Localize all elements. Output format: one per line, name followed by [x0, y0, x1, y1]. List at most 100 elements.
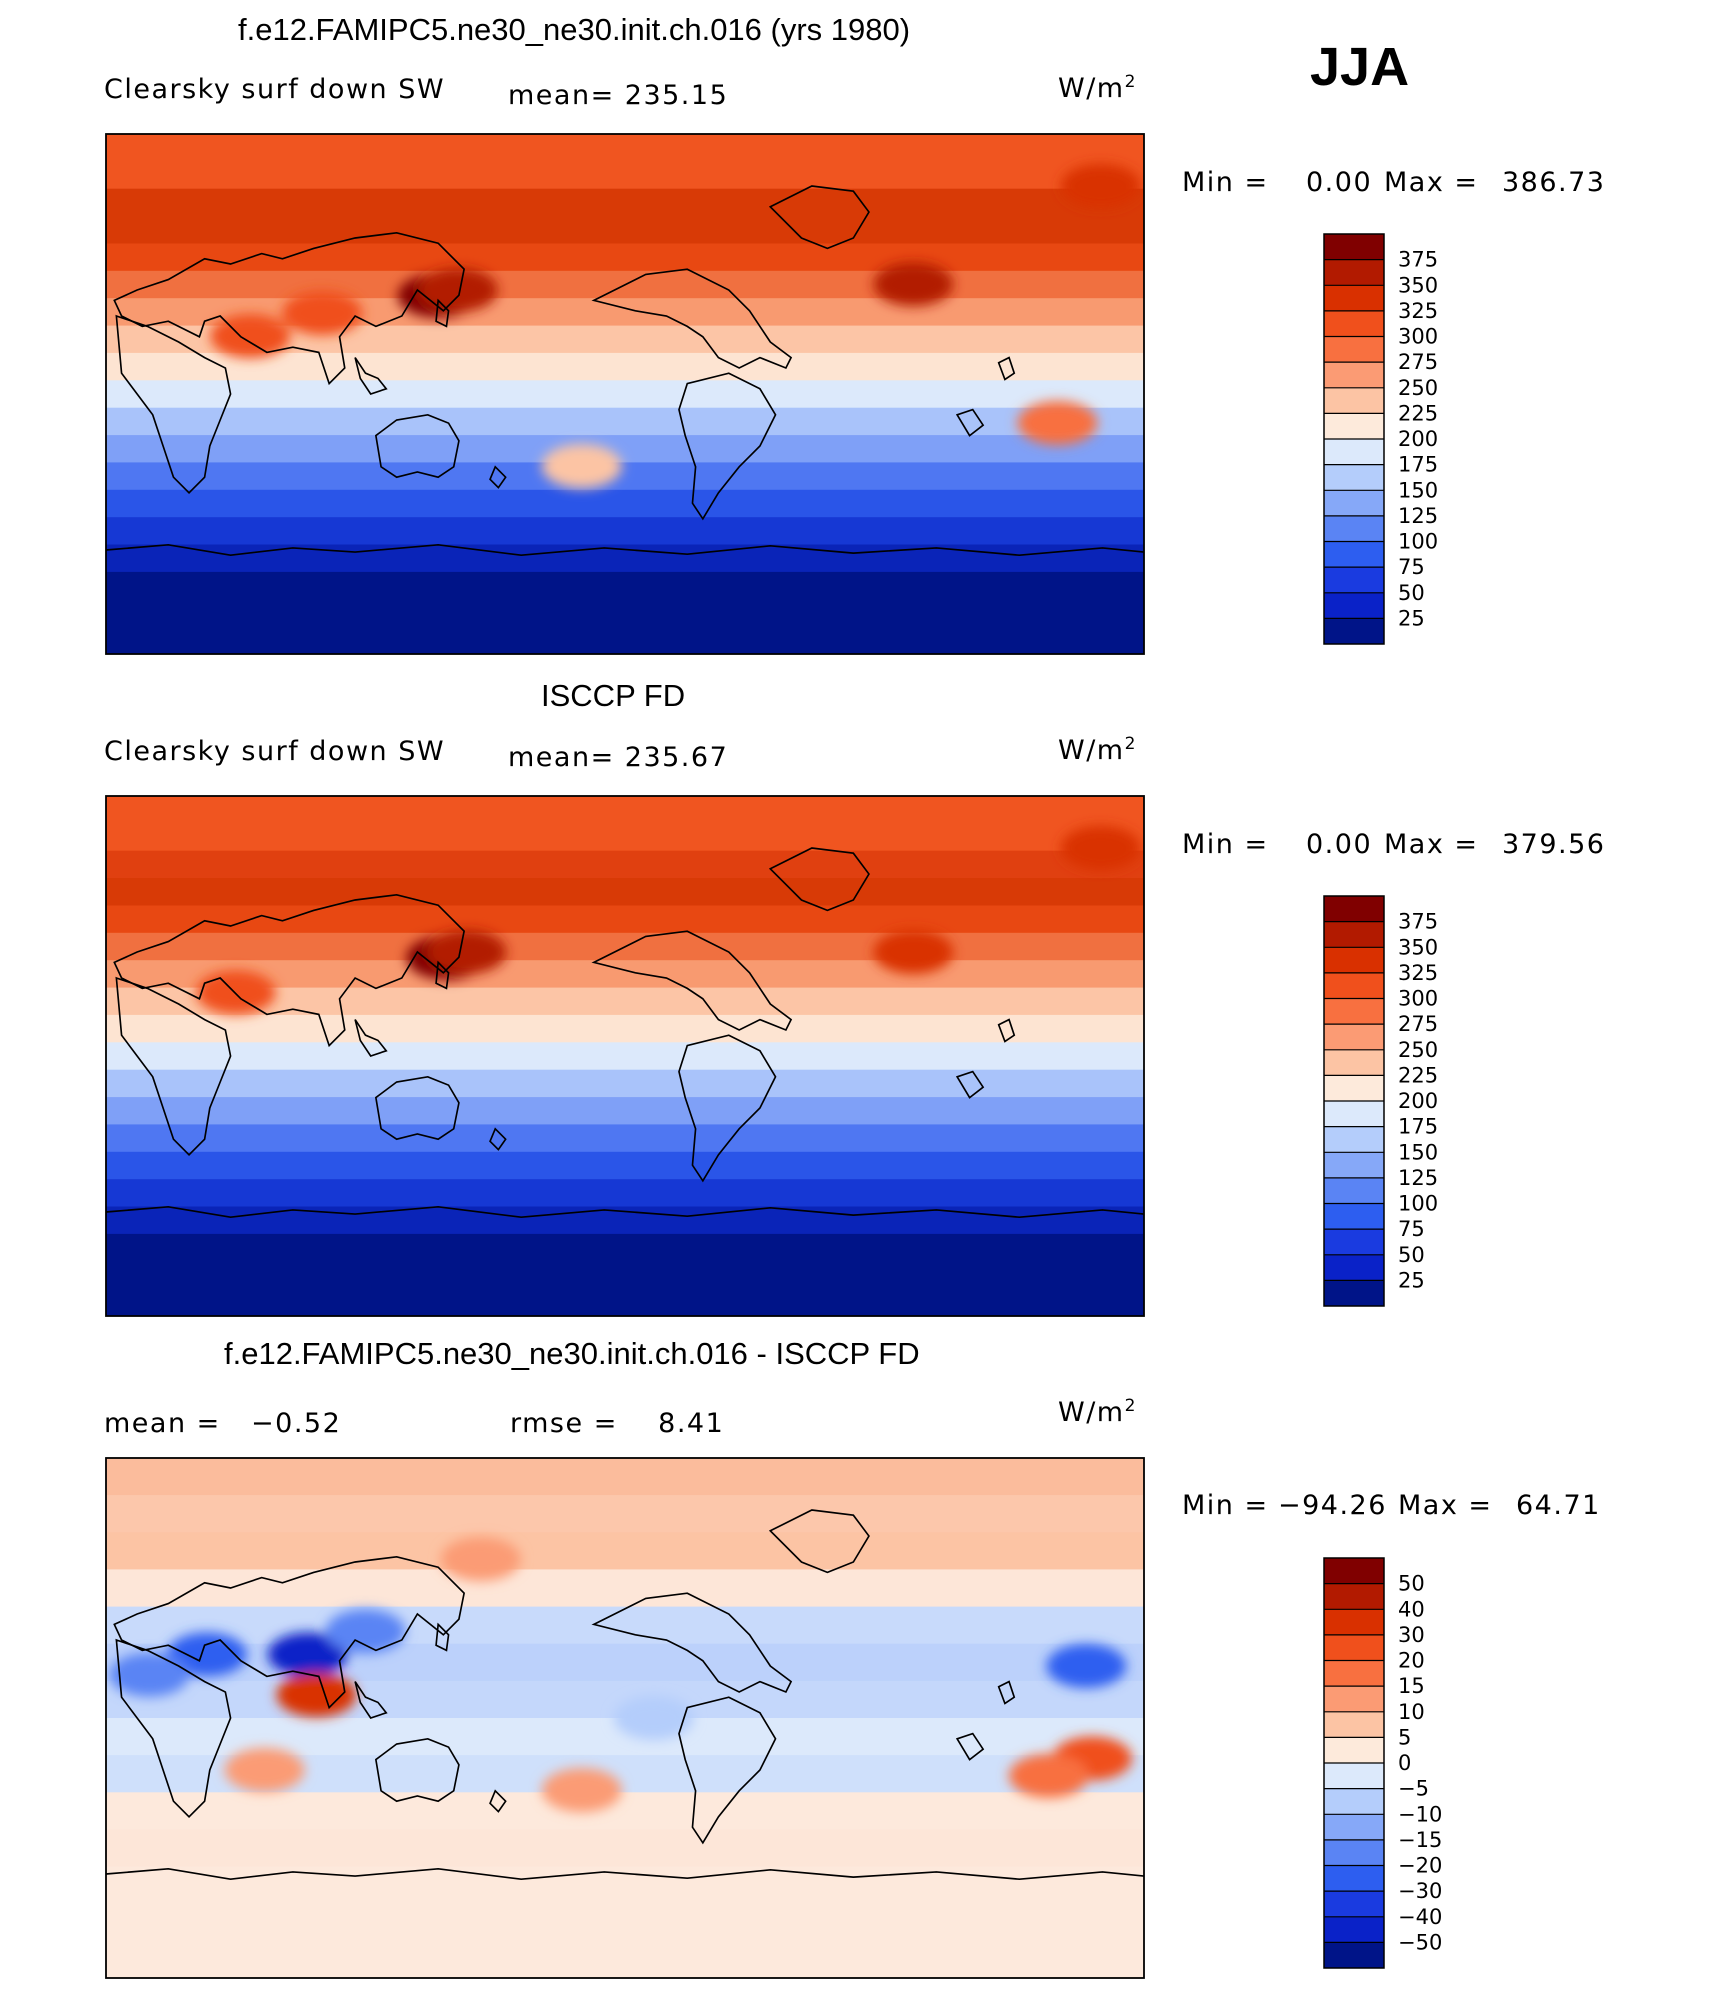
regional-patch [440, 1537, 521, 1582]
latitude-band [106, 1606, 1144, 1645]
panel-3-title: f.e12.FAMIPC5.ne30_ne30.init.ch.016 - IS… [224, 1336, 920, 1371]
regional-patch [1008, 1753, 1089, 1798]
colorbar-swatch [1324, 1814, 1384, 1841]
colorbar-1: 3753503253002752502252001751501251007550… [1323, 233, 1438, 645]
panel-3-rmse-label: rmse = 8.41 [510, 1408, 725, 1439]
latitude-band [106, 987, 1144, 1016]
regional-patch [166, 1632, 247, 1677]
colorbar-tick-label: 25 [1398, 1268, 1425, 1292]
colorbar-tick-label: 150 [1398, 1140, 1438, 1164]
regional-patch [282, 291, 363, 336]
colorbar-swatch [1324, 896, 1384, 923]
colorbar-swatch [1324, 1865, 1384, 1892]
panel-1-units: W/m2 [1058, 72, 1137, 104]
latitude-band [106, 1233, 1144, 1263]
panel-3-units: W/m2 [1058, 1396, 1137, 1428]
map-panel-2 [106, 796, 1144, 1316]
colorbar-swatch [1324, 515, 1384, 542]
colorbar-swatch [1324, 541, 1384, 568]
colorbar-swatch [1324, 310, 1384, 337]
colorbar-tick-label: 175 [1398, 1115, 1438, 1139]
colorbar-swatch [1324, 1686, 1384, 1713]
colorbar-tick-label: 350 [1398, 273, 1438, 297]
latitude-band [106, 243, 1144, 272]
colorbar-tick-label: 30 [1398, 1623, 1425, 1647]
latitude-band [106, 1569, 1144, 1608]
panel-1-mean-label: mean= 235.15 [508, 80, 729, 111]
latitude-band [106, 1261, 1144, 1290]
regional-patch [276, 1672, 357, 1717]
latitude-band [106, 1179, 1144, 1208]
map-panel-1 [106, 134, 1144, 654]
colorbar-tick-label: 225 [1398, 401, 1438, 425]
map-frame [105, 1457, 1145, 1979]
panel-3-max-value: 64.71 [1516, 1490, 1601, 1521]
colorbar-swatch [1324, 1024, 1384, 1051]
latitude-band [106, 1069, 1144, 1098]
colorbar-swatch [1324, 1229, 1384, 1256]
colorbar-tick-label: 15 [1398, 1674, 1425, 1698]
colorbar-tick-label: 375 [1398, 248, 1438, 272]
colorbar-tick-label: 325 [1398, 961, 1438, 985]
latitude-band [106, 407, 1144, 436]
colorbar-swatch [1324, 1737, 1384, 1764]
colorbar-swatch [1324, 1558, 1384, 1585]
colorbar-swatch [1324, 921, 1384, 948]
latitude-band [106, 571, 1144, 601]
regional-patch [1046, 1644, 1127, 1688]
colorbar-swatch [1324, 1916, 1384, 1943]
colorbar-tick-label: 175 [1398, 453, 1438, 477]
colorbar-swatch [1324, 285, 1384, 312]
colorbar-tick-label: 100 [1398, 530, 1438, 554]
latitude-band [106, 380, 1144, 409]
latitude-band [106, 1532, 1144, 1571]
latitude-band [106, 489, 1144, 518]
colorbar-swatch [1324, 1254, 1384, 1281]
colorbar-tick-label: 50 [1398, 1572, 1425, 1596]
panel-3-min-label: Min = [1182, 1490, 1269, 1521]
panel-2-variable-label: Clearsky surf down SW [104, 736, 446, 767]
regional-patch [1017, 400, 1098, 445]
colorbar-tick-label: −40 [1398, 1905, 1442, 1929]
regional-patch [224, 1748, 305, 1792]
latitude-band [106, 517, 1144, 546]
latitude-band [106, 1288, 1144, 1316]
regional-patch [873, 262, 954, 307]
colorbar-tick-label: 125 [1398, 504, 1438, 528]
colorbar-swatch [1324, 1891, 1384, 1918]
colorbar-2: 3753503253002752502252001751501251007550… [1323, 895, 1438, 1307]
latitude-band [106, 1792, 1144, 1831]
colorbar-tick-label: 20 [1398, 1649, 1425, 1673]
colorbar-swatch [1324, 1609, 1384, 1636]
colorbar-tick-label: −5 [1398, 1777, 1429, 1801]
latitude-band [106, 1643, 1144, 1682]
latitude-band [106, 850, 1144, 879]
panel-2-max-value: 379.56 [1502, 829, 1606, 860]
panel-3-mean-label: mean = −0.52 [104, 1408, 342, 1439]
latitude-band [106, 905, 1144, 934]
latitude-band [106, 435, 1144, 464]
colorbar-tick-label: 75 [1398, 1217, 1425, 1241]
colorbar-swatch [1324, 1075, 1384, 1102]
panel-2-max-label: Max = [1384, 829, 1479, 860]
colorbar-swatch [1324, 1049, 1384, 1076]
colorbar-swatch [1324, 592, 1384, 619]
map-frame [105, 795, 1145, 1317]
map-frame [105, 133, 1145, 655]
panel-3-min-value: −94.26 [1278, 1490, 1387, 1521]
colorbar-tick-label: −20 [1398, 1854, 1442, 1878]
latitude-band [106, 188, 1144, 217]
colorbar-tick-label: 200 [1398, 427, 1438, 451]
colorbar-swatch [1324, 998, 1384, 1025]
colorbar-swatch [1324, 234, 1384, 261]
colorbar-swatch [1324, 1583, 1384, 1610]
colorbar-swatch [1324, 1634, 1384, 1661]
latitude-band [106, 599, 1144, 628]
colorbar-swatch [1324, 259, 1384, 286]
regional-patch [1060, 164, 1141, 208]
colorbar-frame [1323, 895, 1385, 1307]
panel-1-max-value: 386.73 [1502, 167, 1606, 198]
regional-patch [426, 930, 507, 974]
colorbar-swatch [1324, 1788, 1384, 1815]
